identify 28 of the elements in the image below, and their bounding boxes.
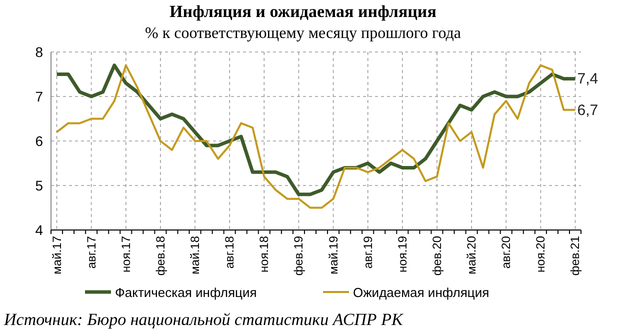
chart-subtitle: % к соответствующему месяцу прошлого года — [145, 25, 461, 42]
y-tick-label: 6 — [35, 133, 44, 149]
x-tick-label: авг.19 — [360, 236, 375, 269]
x-tick-label: фев.18 — [153, 236, 168, 276]
legend-label: Фактическая инфляция — [115, 285, 257, 300]
x-tick-label: фев.20 — [430, 236, 444, 276]
y-tick-label: 5 — [35, 178, 44, 194]
x-tick-label: май.20 — [464, 236, 479, 274]
text: Источник: Бюро национальной статистики АСПР РК — [3, 310, 404, 329]
x-tick-label: ноя.18 — [257, 236, 272, 272]
x-tick-label: фев.19 — [292, 236, 306, 276]
y-tick-label: 8 — [35, 44, 44, 60]
x-tick-label: май.19 — [326, 236, 340, 274]
chart-title: Инфляция и ожидаемая инфляция — [170, 2, 436, 21]
y-tick-label: 4 — [35, 222, 44, 238]
x-tick-label: ноя.19 — [395, 236, 410, 272]
data-label: 6,7 — [577, 102, 598, 119]
x-tick-label: авг.18 — [222, 236, 237, 269]
legend-label: Ожидаемая инфляция — [353, 285, 490, 300]
x-tick-label: май.18 — [188, 236, 202, 274]
x-tick-label: фев.21 — [568, 236, 582, 276]
data-label: 7,4 — [577, 70, 598, 88]
y-tick-label: 7 — [35, 88, 44, 104]
x-tick-label: авг.17 — [84, 236, 98, 269]
x-tick-label: авг.20 — [499, 236, 514, 269]
x-tick-label: май.17 — [50, 236, 64, 274]
x-tick-label: ноя.17 — [118, 236, 133, 272]
x-tick-label: ноя.20 — [534, 236, 548, 272]
